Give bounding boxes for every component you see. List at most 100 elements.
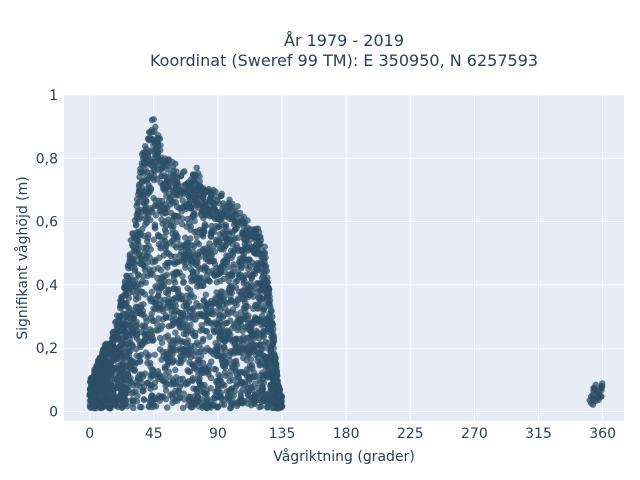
- data-point: [155, 135, 162, 143]
- data-point: [173, 244, 180, 251]
- data-point: [120, 384, 128, 392]
- data-point: [127, 347, 134, 354]
- data-point: [224, 288, 232, 296]
- data-point: [227, 296, 235, 304]
- data-point: [267, 381, 275, 389]
- x-tick-label: 90: [209, 426, 227, 442]
- data-point: [162, 242, 170, 250]
- data-point: [269, 320, 276, 327]
- data-point: [107, 374, 114, 382]
- data-point: [259, 286, 266, 294]
- data-point: [244, 281, 251, 289]
- data-point: [142, 202, 150, 210]
- y-tick-label: 0,2: [36, 341, 58, 357]
- data-point: [253, 327, 260, 335]
- data-point: [254, 384, 261, 392]
- x-tick-label: 45: [145, 426, 163, 442]
- data-point: [172, 329, 179, 336]
- data-point: [176, 394, 184, 401]
- data-point: [269, 325, 277, 333]
- data-point: [140, 396, 148, 403]
- data-point: [128, 390, 136, 397]
- data-point: [118, 366, 125, 373]
- x-tick-label: 315: [525, 426, 552, 442]
- data-point: [207, 232, 215, 240]
- data-point: [253, 234, 261, 242]
- data-point: [124, 331, 132, 339]
- data-point: [152, 163, 159, 170]
- data-point: [156, 346, 164, 353]
- data-point: [272, 359, 279, 367]
- data-point: [183, 303, 191, 311]
- data-point: [133, 323, 140, 331]
- data-point: [113, 369, 120, 377]
- data-point: [142, 349, 150, 356]
- data-point: [187, 223, 195, 230]
- data-point: [172, 387, 179, 395]
- y-tick-label: 0,6: [36, 215, 58, 231]
- data-point: [133, 309, 141, 317]
- data-point: [204, 344, 211, 352]
- data-points: [86, 116, 606, 412]
- data-point: [173, 192, 180, 199]
- data-point: [128, 341, 136, 348]
- y-tick-label: 0,4: [36, 278, 58, 294]
- data-point: [230, 208, 238, 216]
- data-point: [218, 218, 225, 225]
- data-point: [230, 376, 237, 384]
- x-tick-label: 135: [269, 426, 296, 442]
- data-point: [182, 264, 189, 271]
- data-point: [150, 317, 157, 324]
- data-point: [192, 348, 200, 355]
- data-point: [196, 178, 204, 185]
- data-point: [199, 337, 207, 345]
- data-point: [150, 141, 157, 149]
- data-point: [149, 395, 156, 403]
- data-point: [161, 172, 168, 179]
- data-point: [180, 390, 187, 397]
- data-point: [115, 395, 122, 402]
- data-point: [260, 333, 268, 340]
- data-point: [130, 314, 137, 322]
- data-point: [134, 373, 142, 381]
- data-point: [157, 284, 165, 292]
- data-point: [191, 217, 198, 225]
- data-point: [215, 321, 223, 329]
- data-point: [182, 234, 189, 241]
- data-point: [189, 316, 197, 323]
- data-point: [247, 383, 255, 391]
- data-point: [243, 366, 251, 373]
- data-point: [178, 339, 185, 346]
- data-point: [205, 277, 212, 284]
- x-tick-label: 180: [333, 426, 360, 442]
- data-point: [148, 294, 155, 302]
- data-point: [264, 328, 272, 335]
- x-axis-title: Vågriktning (grader): [273, 448, 415, 465]
- data-point: [152, 258, 159, 265]
- data-point: [156, 254, 163, 262]
- data-point: [224, 327, 231, 334]
- data-point: [200, 297, 207, 304]
- data-point: [155, 306, 162, 313]
- data-point: [141, 143, 149, 150]
- data-point: [137, 280, 145, 288]
- data-point: [151, 351, 158, 358]
- data-point: [267, 307, 275, 314]
- data-point: [123, 272, 130, 280]
- data-point: [130, 404, 137, 412]
- data-point: [231, 246, 238, 254]
- data-point: [178, 189, 185, 196]
- data-point: [143, 238, 151, 245]
- data-point: [170, 276, 178, 284]
- data-point: [213, 377, 220, 385]
- data-point: [198, 370, 205, 377]
- data-point: [97, 403, 105, 411]
- data-point: [149, 208, 156, 216]
- data-point: [163, 249, 170, 256]
- data-point: [182, 351, 190, 359]
- data-point: [238, 291, 245, 298]
- data-point: [100, 390, 107, 398]
- data-point: [193, 300, 200, 307]
- data-point: [118, 327, 125, 334]
- data-point: [133, 202, 140, 210]
